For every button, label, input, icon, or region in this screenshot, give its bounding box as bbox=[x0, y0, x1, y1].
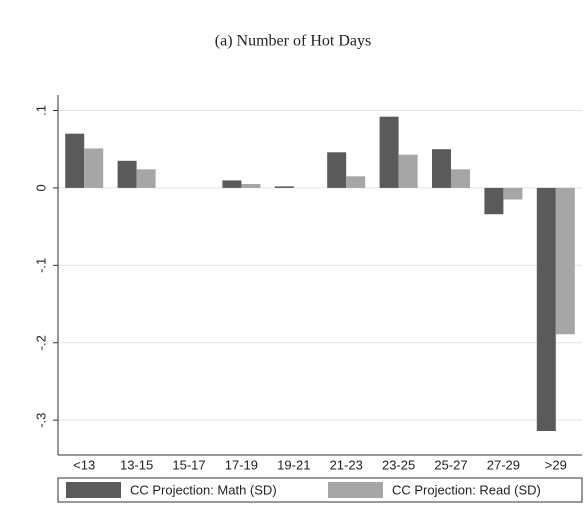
legend-box bbox=[57, 477, 583, 503]
x-tick-label: 23-25 bbox=[382, 457, 415, 472]
x-tick-label: <13 bbox=[73, 457, 95, 472]
bar bbox=[555, 187, 575, 335]
x-tick-label: >29 bbox=[545, 457, 567, 472]
bar bbox=[484, 187, 504, 215]
bar bbox=[84, 148, 104, 188]
bar bbox=[274, 186, 294, 188]
x-tick-label: 15-17 bbox=[172, 457, 205, 472]
x-tick-label: 19-21 bbox=[277, 457, 310, 472]
x-tick-label: 21-23 bbox=[330, 457, 363, 472]
bar bbox=[346, 176, 366, 188]
bar bbox=[65, 133, 85, 188]
bar bbox=[222, 180, 242, 188]
bar bbox=[503, 187, 523, 200]
legend-swatch bbox=[328, 482, 383, 498]
chart-title: (a) Number of Hot Days bbox=[215, 33, 371, 50]
y-tick-label: -.2 bbox=[33, 335, 48, 350]
y-tick-label: .1 bbox=[33, 105, 48, 116]
bar bbox=[117, 160, 137, 188]
bar bbox=[398, 154, 418, 188]
bar bbox=[327, 152, 347, 188]
x-tick-label: 13-15 bbox=[120, 457, 153, 472]
legend-label: CC Projection: Read (SD) bbox=[392, 482, 541, 497]
bar bbox=[379, 116, 399, 188]
y-tick-label: -.3 bbox=[33, 413, 48, 428]
x-tick-label: 25-27 bbox=[434, 457, 467, 472]
bar bbox=[451, 169, 470, 188]
bar bbox=[432, 149, 451, 188]
bar bbox=[136, 169, 156, 188]
x-tick-label: 17-19 bbox=[225, 457, 258, 472]
bar bbox=[241, 184, 261, 188]
y-tick-label: -.1 bbox=[33, 258, 48, 273]
y-tick-label: 0 bbox=[33, 184, 48, 191]
legend-label: CC Projection: Math (SD) bbox=[130, 482, 277, 497]
bar bbox=[536, 187, 556, 431]
legend-swatch bbox=[66, 482, 121, 498]
x-tick-label: 27-29 bbox=[487, 457, 520, 472]
